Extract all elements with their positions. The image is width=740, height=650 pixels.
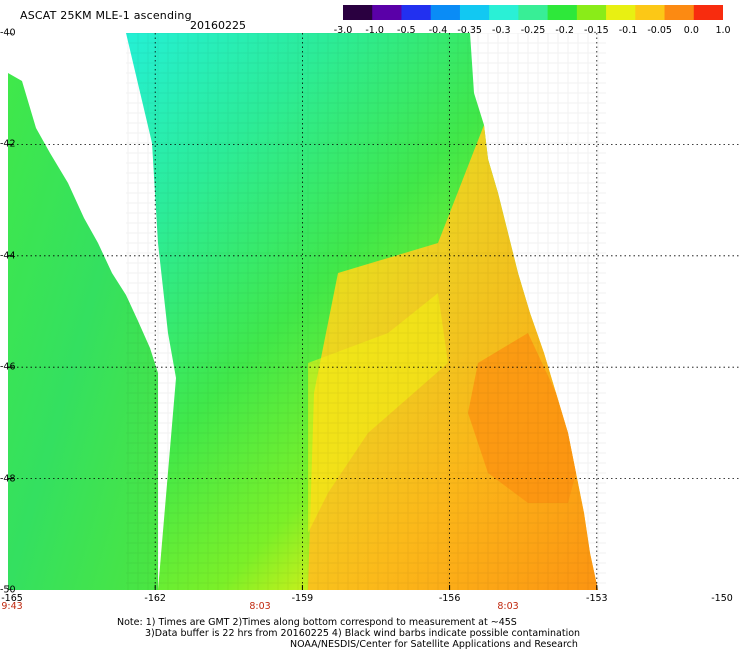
colorbar-segment [547, 5, 578, 20]
tick-marks [8, 33, 598, 590]
colorbar-segment [576, 5, 607, 20]
colorbar-tick-label: -0.05 [647, 25, 672, 36]
colorbar-segment [430, 5, 461, 20]
colorbar-tick-label: -0.25 [520, 25, 546, 36]
graticule [8, 33, 740, 590]
colorbar-segment [635, 5, 666, 20]
note-line-3: NOAA/NESDIS/Center for Satellite Applica… [290, 639, 578, 650]
colorbar [343, 5, 723, 20]
longitude-label: -150 [711, 593, 733, 604]
colorbar-tick-label: 0.0 [683, 25, 699, 36]
map-date: 20160225 [190, 19, 246, 32]
latitude-label: -42 [0, 138, 16, 150]
colorbar-segment [518, 5, 549, 20]
note-line-1: Note: 1) Times are GMT 2)Times along bot… [117, 617, 517, 628]
colorbar-segment [664, 5, 695, 20]
longitude-label: -156 [438, 593, 461, 604]
time-label: 8:03 [497, 601, 519, 612]
latitude-label: -50 [0, 584, 16, 596]
time-label: 9:43 [1, 601, 23, 612]
colorbar-tick-label: -0.1 [618, 25, 638, 36]
colorbar-segment [401, 5, 432, 20]
latitude-label: -46 [0, 361, 16, 373]
colorbar-segment [372, 5, 403, 20]
longitude-label: -162 [144, 593, 166, 604]
scatterometer-map [8, 33, 740, 590]
longitude-label: -165 [1, 593, 23, 604]
longitude-label: -153 [586, 593, 608, 604]
colorbar-segment [489, 5, 519, 20]
map-title: ASCAT 25KM MLE-1 ascending [20, 9, 192, 22]
colorbar-tick-label: -0.15 [584, 25, 609, 36]
latitude-label: -48 [0, 473, 16, 485]
colorbar-tick-label: -3.0 [333, 25, 353, 36]
colorbar-tick-label: 1.0 [715, 25, 731, 36]
latitude-label: -44 [0, 250, 16, 262]
colorbar-segment [693, 5, 723, 20]
colorbar-segment [343, 5, 373, 20]
colorbar-tick-label: -0.4 [428, 25, 448, 36]
note-line-2: 3)Data buffer is 22 hrs from 20160225 4)… [145, 628, 581, 639]
colorbar-tick-label: -1.0 [365, 25, 384, 36]
colorbar-tick-label: -0.5 [397, 25, 416, 36]
time-label: 8:03 [249, 601, 271, 612]
colorbar-tick-label: -0.35 [457, 25, 482, 36]
colorbar-tick-label: -0.3 [492, 25, 511, 36]
pixel-grid [126, 33, 606, 590]
latitude-label: -40 [0, 27, 16, 39]
colorbar-segment [459, 5, 490, 20]
longitude-label: -159 [291, 593, 314, 604]
swath-left [8, 73, 158, 590]
colorbar-tick-label: -0.2 [555, 25, 574, 36]
colorbar-segment [606, 5, 636, 20]
